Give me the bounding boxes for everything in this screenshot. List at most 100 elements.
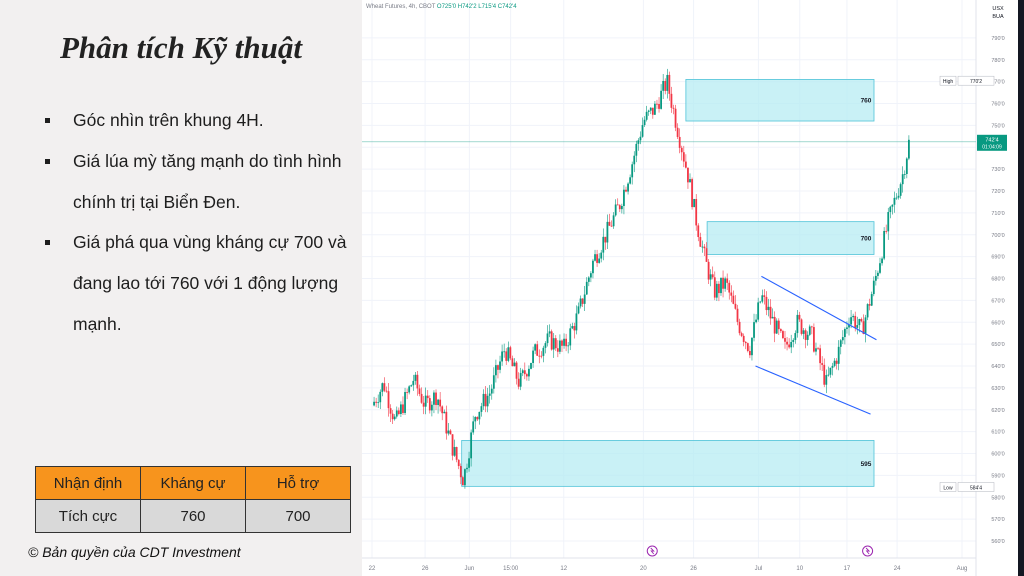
candle-body (715, 283, 718, 298)
candle-body (565, 338, 568, 347)
y-tick-label: 630'0 (991, 386, 1004, 392)
y-tick-label: 570'0 (991, 517, 1004, 523)
candle-body (868, 304, 871, 306)
candle-body (567, 345, 570, 347)
candle-body (511, 358, 514, 367)
x-tick-label: 15:00 (503, 566, 519, 572)
candle-body (554, 338, 557, 349)
candle-body (790, 341, 793, 348)
candle-body (627, 183, 629, 192)
y-tick-label: 710'0 (991, 211, 1004, 217)
candle-body (585, 281, 588, 295)
chart-legend: Wheat Futures, 4h, CBOT O725'0 H742'2 L7… (366, 4, 517, 10)
candle-body (883, 230, 886, 259)
candle-body (629, 177, 632, 184)
candle-body (426, 395, 429, 399)
y-tick-label: 680'0 (991, 277, 1004, 283)
candle-body (587, 277, 590, 282)
candle-body (492, 375, 495, 389)
unit-label: BUA (992, 14, 1004, 20)
candle-body (651, 107, 654, 115)
candle-body (751, 337, 753, 356)
candle-body (468, 458, 470, 468)
candle-body (472, 421, 475, 433)
candle-body (375, 401, 378, 403)
candle-body (503, 351, 506, 353)
candle-body (862, 321, 865, 335)
candle-body (866, 304, 869, 318)
candle-body (445, 411, 448, 434)
candle-body (802, 330, 805, 334)
window-edge (1018, 0, 1024, 576)
candle-body (600, 252, 603, 259)
candle-body (391, 413, 394, 420)
candle-body (389, 408, 392, 414)
candle-body (395, 410, 398, 417)
candle-body (777, 320, 780, 330)
candle-body (581, 298, 584, 304)
candle-body (449, 430, 452, 435)
channel-line (755, 365, 871, 415)
candle-body (720, 277, 722, 294)
candle-body (540, 355, 543, 357)
candle-body (852, 315, 855, 318)
candle-body (823, 364, 826, 385)
candle-body (377, 402, 380, 404)
candle-body (753, 322, 755, 338)
analysis-panel: Phân tích Kỹ thuật Góc nhìn trên khung 4… (0, 0, 362, 576)
candle-body (561, 340, 563, 346)
candle-body (877, 272, 879, 276)
candle-body (523, 370, 526, 375)
candle-body (889, 206, 892, 213)
candle-body (433, 392, 435, 405)
candle-body (693, 198, 696, 208)
candle-body (684, 161, 687, 168)
high-value: 770'2 (970, 79, 982, 85)
candle-body (885, 230, 888, 232)
candle-body (548, 331, 551, 334)
high-value-tag (957, 75, 995, 86)
candle-body (895, 197, 898, 199)
candle-body (860, 319, 863, 322)
candle-body (404, 392, 406, 413)
candle-body (453, 447, 456, 456)
candle-body (592, 260, 594, 274)
candle-body (660, 90, 662, 109)
candle-body (703, 246, 706, 249)
candle-body (385, 390, 388, 392)
candle-body (505, 351, 508, 361)
candle-body (612, 215, 615, 227)
candle-body (474, 416, 477, 422)
candle-body (804, 330, 807, 340)
candle-body (589, 273, 592, 278)
candle-body (649, 107, 652, 111)
zone-box-595 (461, 440, 875, 487)
candle-body (517, 378, 520, 387)
zone-box-700 (706, 221, 875, 255)
candle-body (602, 236, 605, 253)
candle-body (713, 277, 716, 298)
candle-body (542, 347, 545, 356)
candle-body (806, 334, 809, 340)
candle-body (782, 331, 784, 339)
candle-body (798, 314, 801, 320)
value-support: 700 (245, 499, 351, 533)
candle-body (406, 392, 409, 393)
lightning-icon (650, 547, 655, 555)
chart-svg[interactable]: 790'0780'0770'0760'0750'0740'0730'0720'0… (362, 0, 1024, 576)
x-tick-label: Jun (465, 566, 475, 572)
last-price-countdown: 01:04:09 (982, 144, 1002, 150)
candle-body (641, 125, 644, 137)
candle-body (899, 184, 902, 196)
candle-body (699, 237, 702, 247)
candle-body (879, 263, 881, 273)
candle-body (846, 327, 848, 329)
price-chart[interactable]: 790'0780'0770'0760'0750'0740'0730'0720'0… (362, 0, 1024, 576)
zone-label: 700 (861, 236, 872, 243)
candle-body (755, 319, 757, 323)
candle-body (786, 341, 788, 345)
y-tick-label: 580'0 (991, 495, 1004, 501)
candle-body (594, 254, 596, 261)
candle-body (428, 398, 431, 411)
candle-body (835, 360, 838, 364)
